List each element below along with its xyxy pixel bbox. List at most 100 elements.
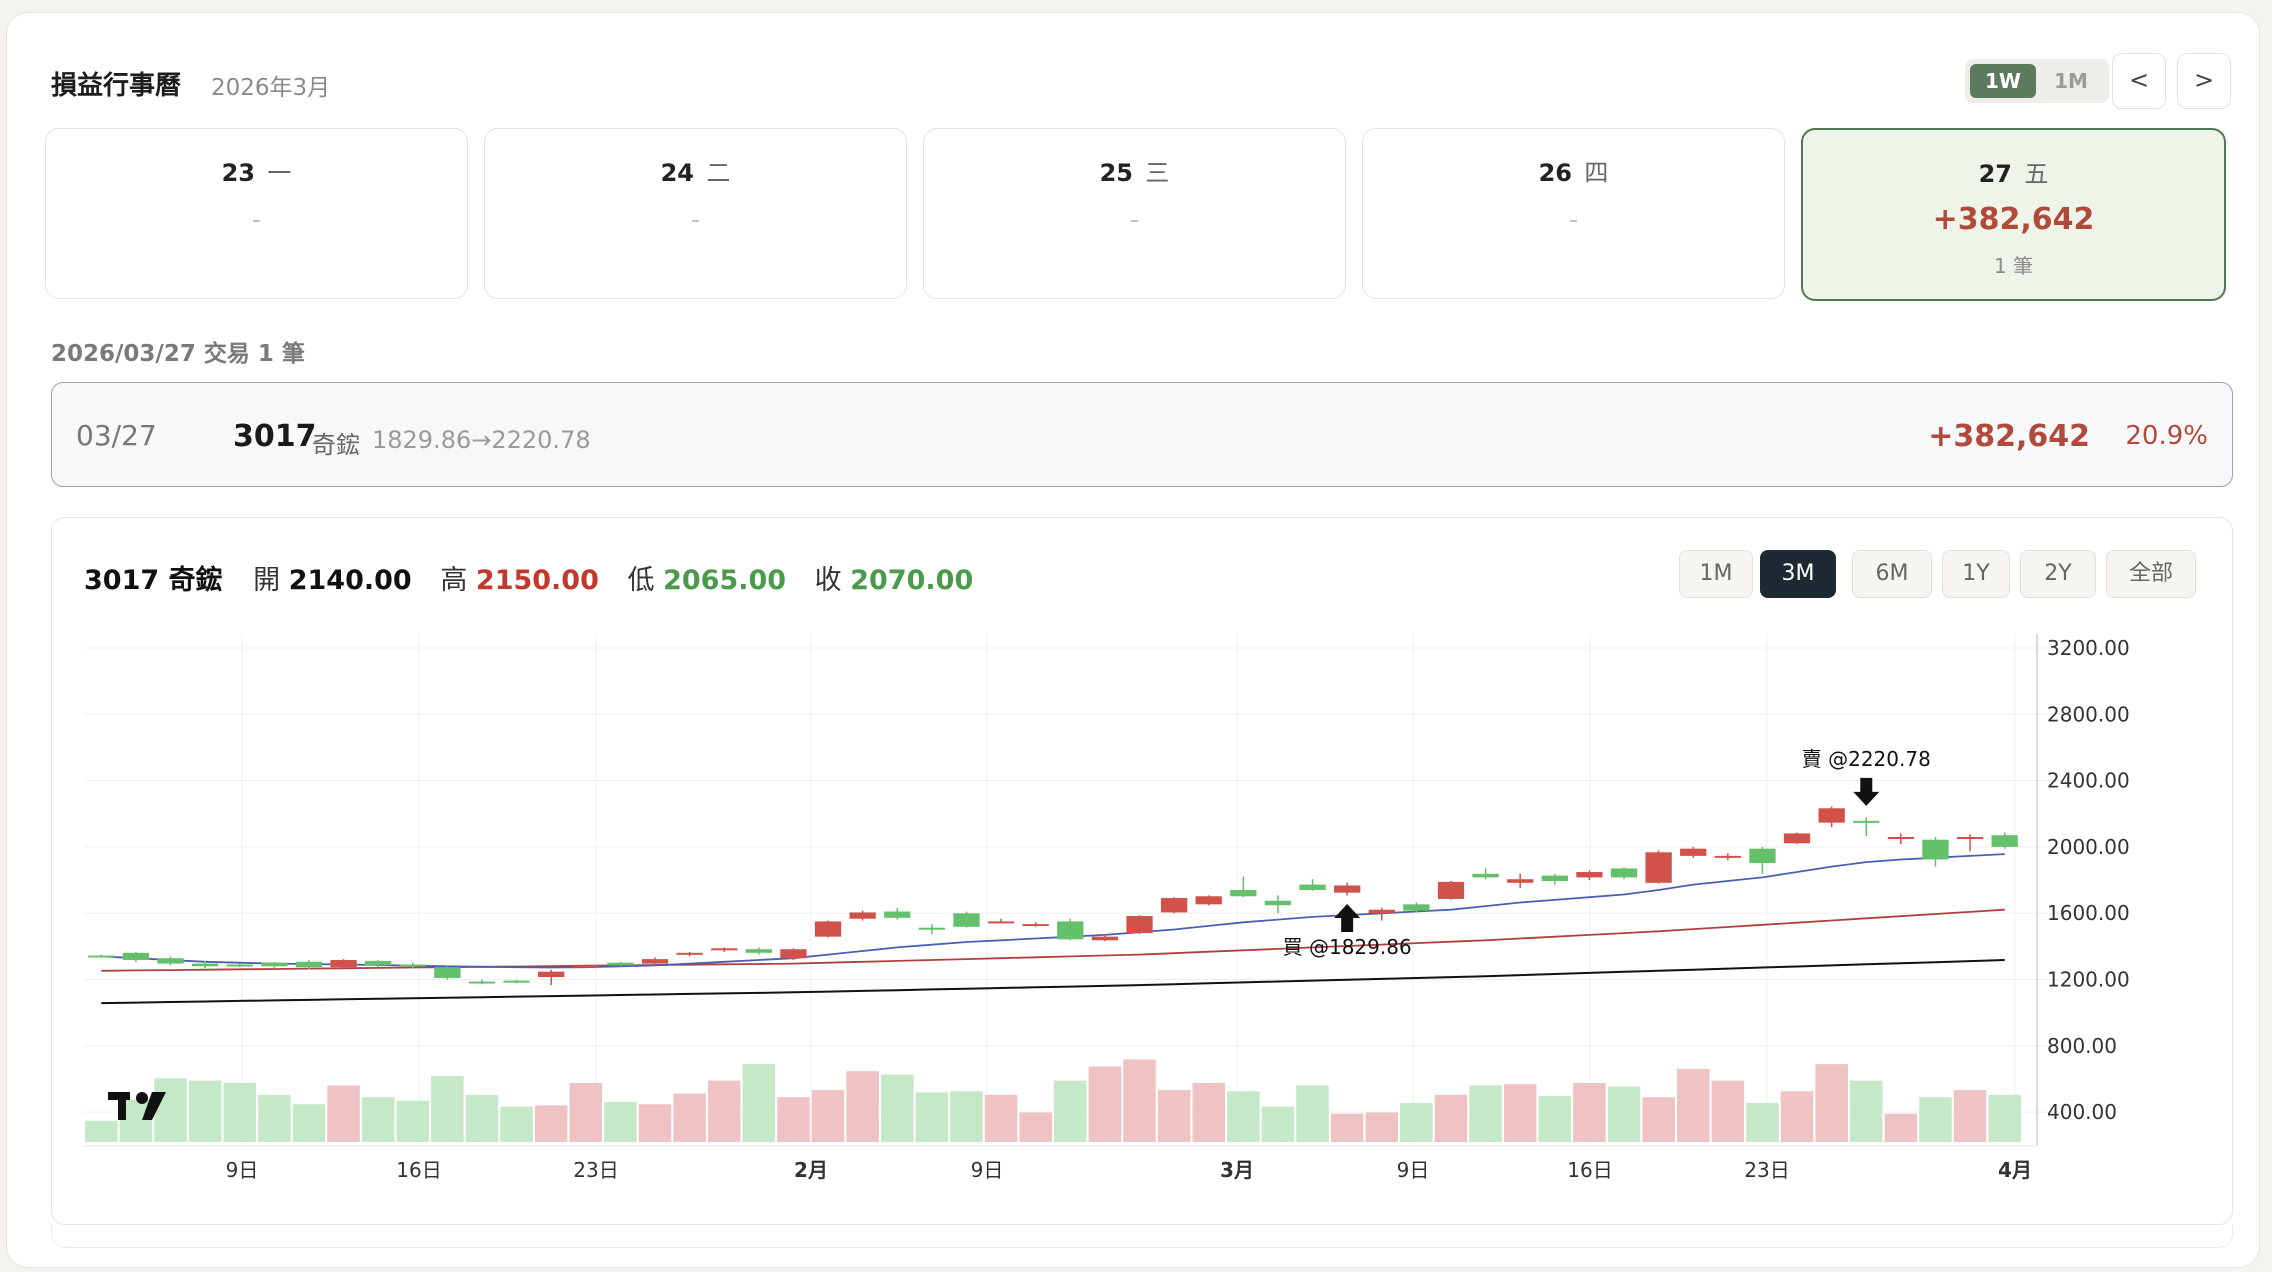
candle-body — [226, 964, 253, 967]
candle-body — [884, 911, 911, 918]
volume-bar — [1573, 1083, 1606, 1142]
volume-bar — [1054, 1080, 1087, 1142]
candle-body — [365, 960, 392, 966]
sell-marker-label: 賣 @2220.78 — [1802, 747, 1931, 771]
view-1w-button[interactable]: 1W — [1970, 64, 2036, 98]
x-tick-label: 23日 — [1744, 1158, 1789, 1182]
chart-stock-title: 3017 奇鋐 — [84, 565, 223, 596]
day-pnl: - — [1129, 205, 1140, 235]
candle-body — [261, 962, 288, 967]
candle-body — [1437, 881, 1465, 899]
volume-bar — [569, 1083, 603, 1142]
volume-bar — [1711, 1080, 1745, 1142]
candle-body — [538, 971, 565, 978]
range-6m-button[interactable]: 6M — [1852, 550, 1932, 598]
volume-bar — [1400, 1103, 1433, 1142]
day-pnl: - — [251, 205, 262, 235]
volume-bar — [638, 1104, 672, 1142]
volume-bar — [742, 1064, 776, 1142]
volume-bar — [534, 1105, 568, 1142]
candle-body — [434, 967, 461, 978]
trade-return-pct: 20.9% — [2125, 421, 2208, 451]
volume-bar — [1019, 1112, 1052, 1142]
range-all-button[interactable]: 全部 — [2106, 550, 2196, 598]
candle-body — [122, 952, 150, 960]
candle-body — [1057, 921, 1084, 940]
volume-bar — [465, 1094, 499, 1142]
candle-body — [780, 949, 807, 959]
day-cell-27[interactable]: 27 五 +382,642 1 筆 — [1801, 128, 2226, 301]
calendar-title: 損益行事曆 — [51, 71, 182, 101]
y-tick-label: 800.00 — [2047, 1034, 2117, 1058]
day-pnl: - — [1568, 205, 1579, 235]
calendar-month: 2026年3月 — [211, 75, 331, 101]
candle-body — [1541, 875, 1568, 881]
candle-body — [1126, 916, 1153, 934]
candle-body — [1956, 837, 1984, 840]
volume-bar — [1953, 1090, 1987, 1142]
volume-bar — [777, 1097, 810, 1142]
day-number: 25 — [1099, 159, 1134, 187]
volume-bar — [500, 1106, 533, 1142]
candle-body — [1714, 855, 1741, 858]
candle-body — [1230, 889, 1257, 897]
candle-body — [1368, 909, 1395, 914]
volume-bar — [915, 1092, 949, 1142]
candle-body — [849, 912, 876, 919]
range-2y-button[interactable]: 2Y — [2020, 550, 2096, 598]
volume-bar — [85, 1120, 118, 1142]
day-number: 24 — [660, 159, 695, 187]
high-label: 高 — [440, 565, 468, 596]
candle-body — [1610, 868, 1638, 878]
day-cell-26[interactable]: 26 四 - — [1362, 128, 1785, 299]
volume-bar — [1919, 1097, 1952, 1142]
day-weekday: 三 — [1145, 159, 1170, 187]
day-cell-23[interactable]: 23 一 - — [45, 128, 468, 299]
candle-body — [1783, 833, 1811, 844]
candle-body — [1507, 879, 1534, 883]
x-tick-label: 16日 — [1567, 1158, 1612, 1182]
day-number: 26 — [1538, 159, 1573, 187]
x-tick-label: 23日 — [573, 1158, 618, 1182]
close-label: 收 — [814, 565, 842, 596]
day-weekday: 五 — [2024, 160, 2049, 188]
y-tick-label: 400.00 — [2047, 1100, 2117, 1124]
volume-bar — [1330, 1113, 1364, 1142]
candle-body — [1645, 852, 1672, 883]
low-label: 低 — [627, 565, 655, 596]
day-cell-25[interactable]: 25 三 - — [923, 128, 1346, 299]
volume-bar — [1296, 1085, 1329, 1142]
day-cell-24[interactable]: 24 二 - — [484, 128, 907, 299]
next-week-button[interactable]: > — [2177, 53, 2231, 109]
candle-body — [1818, 808, 1845, 823]
candle-body — [953, 913, 980, 927]
pnl-calendar-card: 損益行事曆 2026年3月 1W 1M < > 23 一 - 24 二 - 25… — [6, 12, 2260, 1268]
range-3m-button[interactable]: 3M — [1760, 550, 1836, 598]
range-1m-button[interactable]: 1M — [1679, 550, 1753, 598]
y-tick-label: 2000.00 — [2047, 835, 2130, 859]
candle-body — [1334, 885, 1361, 893]
trade-row[interactable]: 03/27 3017 奇鋐 1829.86→2220.78 +382,642 2… — [51, 382, 2233, 487]
trade-date: 03/27 — [76, 419, 157, 452]
volume-bar — [1088, 1066, 1122, 1142]
candle-body — [1887, 837, 1915, 840]
trade-stock-name: 奇鋐 — [312, 431, 360, 459]
candle-body — [1403, 904, 1430, 911]
y-tick-label: 2400.00 — [2047, 769, 2130, 793]
candle-body — [399, 964, 426, 967]
view-1m-button[interactable]: 1M — [2054, 69, 2088, 93]
candlestick-chart[interactable]: 3200.00 2800.00 2400.00 2000.00 1600.00 1200.… — [52, 614, 2232, 1214]
y-tick-label: 3200.00 — [2047, 636, 2130, 660]
price-chart-card: 3017 奇鋐 開 2140.00 高 2150.00 低 2065.00 收 … — [51, 517, 2233, 1225]
x-tick-label: 9日 — [226, 1158, 259, 1182]
range-1y-button[interactable]: 1Y — [1942, 550, 2010, 598]
candle-body — [1264, 900, 1292, 906]
volume-bar — [361, 1097, 395, 1142]
candle-body — [1091, 936, 1119, 941]
day-trade-count: 1 筆 — [1993, 254, 2034, 278]
prev-week-button[interactable]: < — [2112, 53, 2166, 109]
volume-bar — [1642, 1097, 1675, 1142]
volume-bar — [1469, 1085, 1502, 1142]
volume-bar — [188, 1080, 222, 1142]
volume-bar — [1157, 1090, 1191, 1142]
